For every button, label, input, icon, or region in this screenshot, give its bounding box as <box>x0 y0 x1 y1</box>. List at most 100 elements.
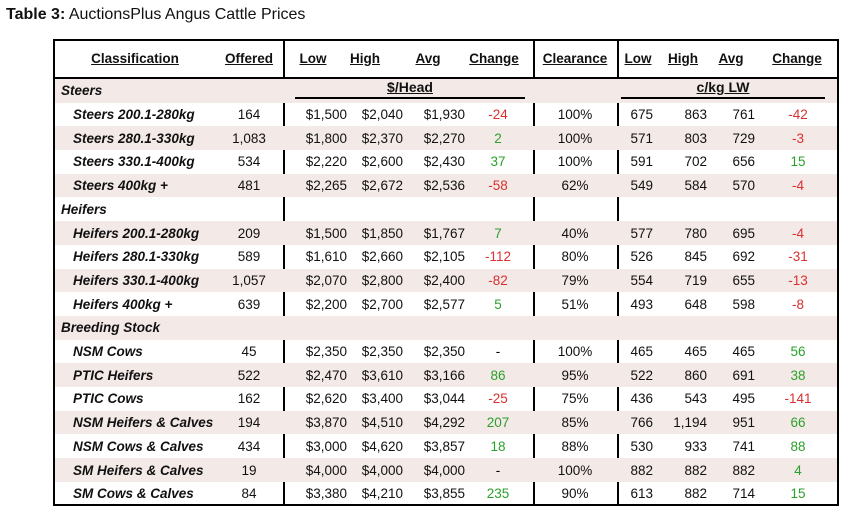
cell-high: $2,600 <box>361 154 403 170</box>
cell-label: Steers 330.1-400kg <box>73 154 195 170</box>
cell-change: 207 <box>486 415 510 431</box>
cell-label: Heifers 200.1-280kg <box>73 225 200 241</box>
column-header: Offered <box>224 50 273 66</box>
cell-klow: 675 <box>630 107 653 123</box>
table-row: Heifers 400kg + 639 $2,200 $2,700 $2,577 5 51%… <box>55 292 837 316</box>
cell-low: $1,610 <box>305 249 347 265</box>
cell-kchange: 4 <box>794 462 802 478</box>
table-row: Heifers 200.1-280kg 209 $1,500 $1,850 $1,767… <box>55 221 837 245</box>
cell-change: 235 <box>486 486 510 502</box>
cell-klow: 530 <box>630 438 653 454</box>
cell-label: SM Cows & Calves <box>73 486 194 502</box>
cell-high: $2,800 <box>361 272 403 288</box>
cell-clearance: 90% <box>561 486 589 502</box>
cell-offered: 1,083 <box>232 130 266 146</box>
cell-avg: $3,166 <box>423 367 465 383</box>
cell-klow: 526 <box>630 249 653 265</box>
cell-high: $4,000 <box>361 462 403 478</box>
column-header: Avg <box>415 50 441 66</box>
cell-high: $3,610 <box>361 367 403 383</box>
cell-change: 86 <box>490 367 506 383</box>
cell-low: $1,500 <box>305 107 347 123</box>
cell-kavg: 465 <box>732 344 755 360</box>
cell-avg: $4,292 <box>423 415 465 431</box>
cell-avg: $3,857 <box>423 438 465 454</box>
unit-head-label: $/Head <box>295 79 525 99</box>
cell-change: 2 <box>494 130 502 146</box>
cell-klow: 522 <box>630 367 653 383</box>
group-label: Heifers <box>61 201 107 217</box>
cell-kchange: 66 <box>790 415 806 431</box>
cell-kchange: 15 <box>790 154 806 170</box>
cell-khigh: 882 <box>684 462 707 478</box>
cell-clearance: 85% <box>561 415 589 431</box>
cell-kchange: 38 <box>790 367 806 383</box>
cell-avg: $2,536 <box>423 178 465 194</box>
cell-change: 7 <box>494 225 502 241</box>
cell-kavg: 695 <box>732 225 755 241</box>
cell-khigh: 465 <box>684 344 707 360</box>
cell-clearance: 62% <box>561 178 589 194</box>
cell-avg: $3,855 <box>423 486 465 502</box>
cell-offered: 589 <box>237 249 261 265</box>
table-row: PTIC Heifers 522 $2,470 $3,610 $3,166 86 95% 52… <box>55 363 837 388</box>
cell-avg: $3,044 <box>423 391 465 407</box>
cell-khigh: 933 <box>684 438 707 454</box>
cell-offered: 534 <box>237 154 261 170</box>
cell-change: 18 <box>490 438 506 454</box>
cell-kchange: 15 <box>790 486 806 502</box>
column-header: Avg <box>718 50 744 66</box>
column-header: Clearance <box>542 50 608 66</box>
cell-high: $4,210 <box>361 486 403 502</box>
table-row: Heifers 280.1-330kg 589 $1,610 $2,660 $2,105… <box>55 245 837 269</box>
cell-offered: 209 <box>237 225 261 241</box>
cell-clearance: 100% <box>557 107 593 123</box>
table-row: Steers 280.1-330kg 1,083 $1,800 $2,370 $2,27… <box>55 126 837 151</box>
cell-kchange: -4 <box>791 225 804 241</box>
cell-avg: $2,270 <box>423 130 465 146</box>
cell-offered: 481 <box>237 178 261 194</box>
table-row: Steers $/Head c/kg LW <box>55 79 837 103</box>
cell-khigh: 863 <box>684 107 707 123</box>
cell-label: Heifers 330.1-400kg <box>73 272 200 288</box>
cell-offered: 522 <box>237 367 261 383</box>
cell-label: NSM Heifers & Calves <box>73 415 214 431</box>
cell-offered: 1,057 <box>232 272 266 288</box>
cell-klow: 436 <box>630 391 653 407</box>
cell-khigh: 543 <box>684 391 707 407</box>
cell-offered: 162 <box>237 391 261 407</box>
cell-label: Heifers 280.1-330kg <box>73 249 200 265</box>
cell-clearance: 95% <box>561 367 589 383</box>
cell-kavg: 714 <box>732 486 755 502</box>
cell-low: $3,380 <box>305 486 347 502</box>
cell-low: $2,200 <box>305 296 347 312</box>
cell-klow: 554 <box>630 272 653 288</box>
cell-kavg: 691 <box>732 367 755 383</box>
column-header: Change <box>772 50 822 66</box>
cell-low: $3,000 <box>305 438 347 454</box>
table-title-prefix: Table 3: <box>6 6 66 23</box>
table-row: Heifers <box>55 198 837 222</box>
cell-low: $1,800 <box>305 130 347 146</box>
table-row: Heifers 330.1-400kg 1,057 $2,070 $2,800 $2,4… <box>55 268 837 293</box>
table-row: SM Cows & Calves 84 $3,380 $4,210 $3,855 235 9… <box>55 482 837 504</box>
cell-label: Steers 280.1-330kg <box>73 130 195 146</box>
cell-low: $1,500 <box>305 225 347 241</box>
cell-klow: 613 <box>630 486 653 502</box>
cell-kavg: 951 <box>732 415 755 431</box>
cell-clearance: 100% <box>557 130 593 146</box>
cell-kavg: 729 <box>732 130 755 146</box>
table-row: Breeding Stock <box>55 316 837 340</box>
cell-avg: $2,350 <box>423 344 465 360</box>
cell-kavg: 761 <box>732 107 755 123</box>
cattle-prices-table: Classification Offered Low High Avg Change Cle… <box>53 39 839 506</box>
cell-klow: 571 <box>630 130 653 146</box>
cell-label: Heifers 400kg + <box>73 296 173 312</box>
cell-avg: $2,400 <box>423 272 465 288</box>
cell-offered: 84 <box>241 486 257 502</box>
cell-clearance: 40% <box>561 225 589 241</box>
cell-label: PTIC Cows <box>73 391 144 407</box>
cell-clearance: 88% <box>561 438 589 454</box>
cell-khigh: 584 <box>684 178 707 194</box>
cell-high: $2,660 <box>361 249 403 265</box>
